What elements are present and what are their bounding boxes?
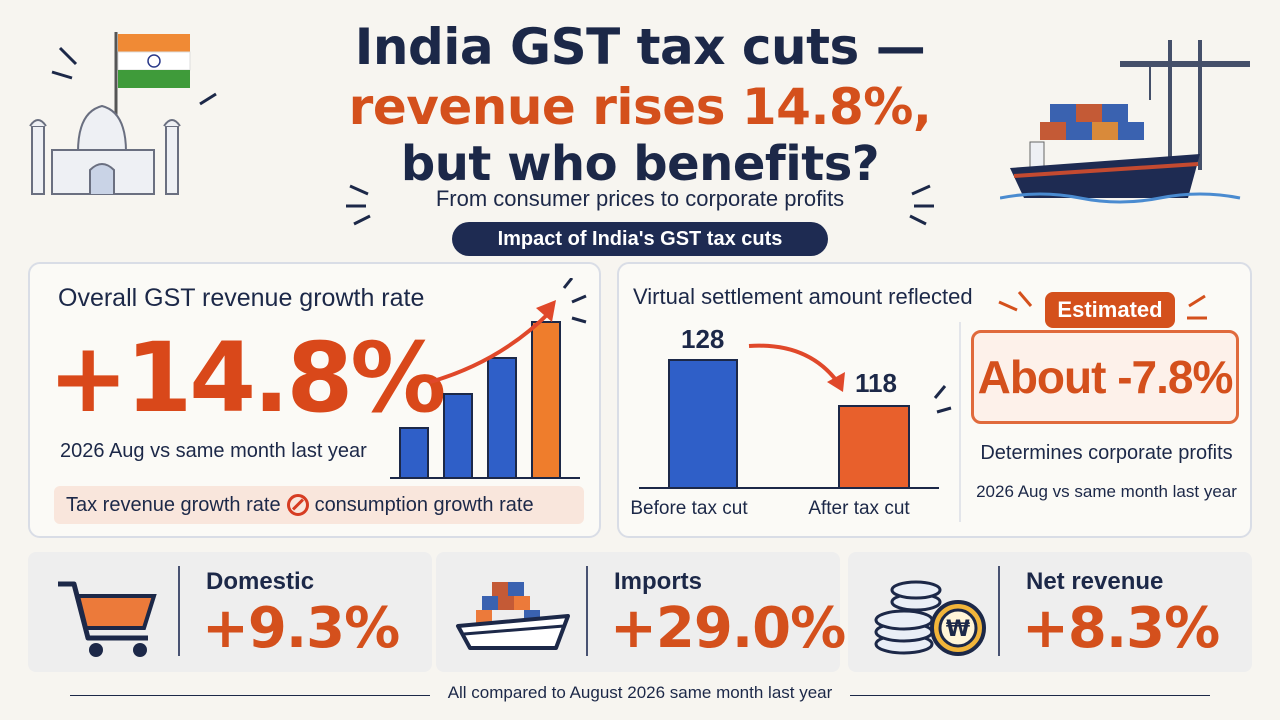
trend-arrow-icon (429, 310, 552, 384)
growth-panel: Overall GST revenue growth rate +14.8% 2… (28, 262, 601, 538)
growth-period: 2026 Aug vs same month last year (60, 440, 367, 462)
after-value: 118 (855, 368, 897, 398)
badge-strokes-icon (998, 291, 1207, 320)
domestic-label: Domestic (206, 568, 315, 595)
growth-bar (399, 427, 429, 479)
growth-value: +14.8% (48, 322, 446, 434)
before-label: Before tax cut (630, 498, 748, 519)
imports-value: +29.0% (610, 596, 846, 661)
net-revenue-card: ₩ Net revenue +8.3% (848, 552, 1252, 672)
growth-heading: Overall GST revenue growth rate (58, 284, 425, 312)
svg-text:₩: ₩ (946, 617, 970, 642)
taj-mahal-flag-icon (29, 32, 217, 195)
subtitle: From consumer prices to corporate profit… (435, 186, 845, 211)
note-right-text: consumption growth rate (314, 494, 534, 516)
growth-bar (531, 321, 561, 479)
card-separator (178, 566, 180, 656)
settlement-panel: Virtual settlement amount reflected 128 … (617, 262, 1252, 538)
title-line-1: India GST tax cuts — (354, 18, 926, 76)
domestic-value: +9.3% (202, 596, 400, 661)
card-separator (998, 566, 1000, 656)
section-pill: Impact of India's GST tax cuts (452, 222, 828, 256)
estimated-value: About -7.8% (971, 330, 1239, 424)
growth-note: Tax revenue growth rate consumption growt… (54, 486, 584, 524)
growth-bar-chart (390, 278, 587, 479)
before-value: 128 (681, 324, 725, 354)
cargo-ship-icon (456, 582, 570, 650)
accent-strokes-icon (346, 184, 934, 226)
title-line-3: but who benefits? (400, 136, 880, 192)
domestic-card: Domestic +9.3% (28, 552, 432, 672)
footer-rule-right (850, 695, 1210, 696)
estimated-badge: Estimated (1045, 292, 1175, 328)
container-ship-crane-icon (1000, 40, 1250, 204)
panel-divider (959, 322, 961, 522)
before-bar (668, 359, 738, 489)
growth-bar (443, 393, 473, 479)
imports-label: Imports (614, 568, 703, 595)
note-left-text: Tax revenue growth rate (66, 494, 281, 516)
net-revenue-label: Net revenue (1026, 568, 1164, 595)
settlement-heading: Virtual settlement amount reflected (633, 284, 973, 309)
footer-rule-left (70, 695, 430, 696)
imports-card: Imports +29.0% (436, 552, 846, 672)
shopping-cart-icon (58, 581, 157, 657)
net-revenue-value: +8.3% (1022, 596, 1220, 661)
footer-note: All compared to August 2026 same month l… (447, 683, 833, 702)
not-equal-icon (286, 494, 309, 516)
settlement-chart (639, 343, 952, 489)
title-line-2: revenue rises 14.8%, (348, 78, 932, 136)
estimated-description: Determines corporate profits (980, 442, 1233, 464)
growth-bar (487, 357, 517, 479)
coin-stack-icon: ₩ (874, 580, 986, 656)
card-separator (586, 566, 588, 656)
after-bar (838, 405, 910, 489)
estimated-period: 2026 Aug vs same month last year (976, 482, 1237, 501)
decrease-arrow-icon (748, 343, 841, 386)
after-label: After tax cut (808, 498, 910, 519)
